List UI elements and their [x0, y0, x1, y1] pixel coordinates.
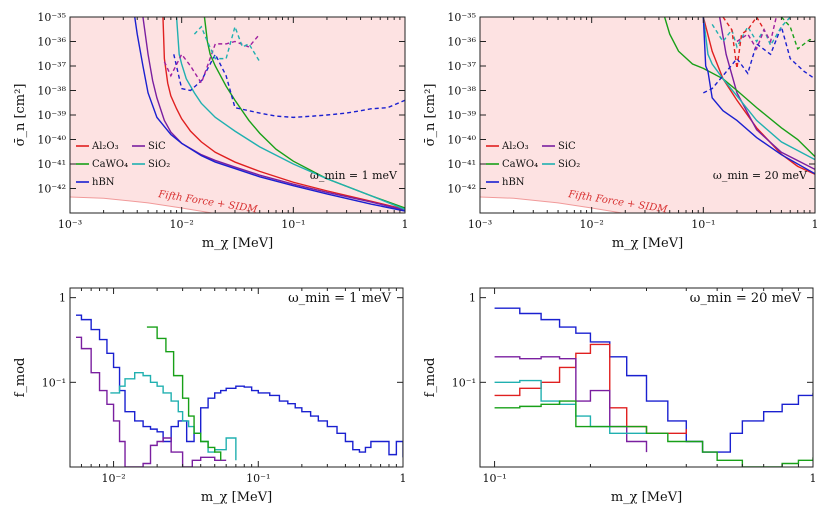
omega-annotation: ω_min = 1 meV	[310, 169, 398, 182]
x-tick-label: 10⁻¹	[281, 218, 305, 231]
series-line-sic	[75, 336, 227, 467]
y-tick-label: 10⁻¹	[42, 376, 66, 389]
y-tick-label: 1	[469, 292, 476, 305]
series-line-sio	[702, 17, 815, 161]
plot-area	[70, 17, 405, 213]
y-tick-label: 1	[59, 292, 66, 305]
x-axis-label: m_χ [MeV]	[612, 236, 683, 251]
y-tick-label: 10⁻⁴⁰	[37, 134, 66, 147]
x-axis-label: m_χ [MeV]	[611, 490, 682, 505]
x-tick-label: 10⁻²	[170, 218, 194, 231]
y-tick-label: 10⁻³⁶	[447, 36, 476, 49]
y-axis-label: f_mod	[13, 358, 28, 398]
legend: Al₂O₃ SiC CaWO₄ SiO₂ hBN	[486, 141, 580, 188]
x-tick-label: 10⁻²	[580, 218, 604, 231]
y-tick-label: 10⁻³⁷	[447, 60, 476, 73]
x-tick-label: 1	[400, 472, 407, 485]
x-tick-label: 10⁻¹	[246, 472, 270, 485]
y-tick-label: 10⁻³⁵	[447, 11, 476, 24]
y-axis-label: σ̄_n [cm²]	[13, 84, 28, 147]
y-axis-label: f_mod	[423, 358, 438, 398]
y-tick-label: 10⁻¹	[452, 376, 476, 389]
y-tick-label: 10⁻⁴⁰	[447, 134, 476, 147]
y-tick-label: 10⁻³⁵	[37, 11, 66, 24]
legend-label: CaWO₄	[92, 159, 128, 170]
excluded-region	[70, 17, 405, 213]
x-axis-label: m_χ [MeV]	[202, 236, 273, 251]
series-line-alodashed-dashed	[722, 17, 765, 69]
excluded-region	[480, 17, 815, 213]
x-tick-label: 1	[402, 218, 409, 231]
y-axis-label: σ̄_n [cm²]	[423, 84, 438, 147]
series-line-cawodashed-dashed	[780, 17, 815, 51]
series-line-sio	[110, 371, 237, 461]
series-line-siodashed-dashed	[711, 17, 791, 49]
excluded-boundary-line	[70, 196, 216, 213]
plot-area	[494, 307, 813, 467]
series-line-siodashed-dashed	[193, 24, 261, 63]
series-line-hbn	[494, 307, 813, 453]
omega-annotation: ω_min = 20 meV	[713, 169, 808, 182]
series-line-cawo	[146, 326, 222, 461]
series-line-hbn	[702, 17, 815, 175]
x-tick-label: 10⁻¹	[482, 472, 506, 485]
y-tick-label: 10⁻³⁷	[37, 60, 66, 73]
legend-label: SiC	[148, 141, 166, 152]
y-tick-label: 10⁻³⁸	[37, 85, 66, 98]
series-line-sic	[718, 17, 815, 171]
excluded-boundary-line	[480, 196, 626, 213]
x-tick-label: 10⁻²	[101, 472, 125, 485]
x-tick-label: 10⁻³	[468, 218, 492, 231]
y-tick-label: 10⁻³⁹	[37, 109, 66, 122]
series-line-sio	[494, 379, 647, 435]
chart-panel-bottom-left: 10⁻² 10⁻¹ 1 1 10⁻¹ m_χ [MeV] f_mod ω_min = 1 me…	[13, 287, 407, 505]
legend: Al₂O₃ SiC CaWO₄ SiO₂ hBN	[76, 141, 170, 188]
legend-label: Al₂O₃	[91, 141, 119, 152]
series-line-hbndashed-dashed	[703, 24, 815, 94]
y-tick-label: 10⁻⁴²	[37, 183, 66, 196]
plot-area	[75, 314, 403, 467]
y-tick-label: 10⁻⁴¹	[37, 158, 66, 171]
plot-area	[480, 17, 815, 213]
axes-frame	[69, 287, 404, 468]
legend-label: CaWO₄	[502, 159, 538, 170]
series-line-hbndashed-dashed	[173, 52, 405, 119]
series-line-sic	[142, 17, 405, 211]
x-tick-label: 10⁻³	[58, 218, 82, 231]
series-line-alo	[702, 17, 815, 175]
x-axis-label: m_χ [MeV]	[201, 490, 272, 505]
legend-label: Al₂O₃	[501, 141, 529, 152]
y-tick-label: 10⁻³⁶	[37, 36, 66, 49]
legend-label: SiC	[558, 141, 576, 152]
legend-label: SiO₂	[558, 159, 580, 170]
omega-annotation: ω_min = 20 meV	[690, 291, 802, 306]
series-line-hbn	[75, 314, 403, 458]
x-tick-label: 1	[812, 218, 819, 231]
omega-annotation: ω_min = 1 meV	[288, 291, 392, 306]
chart-panel-top-right: 10⁻³ 10⁻² 10⁻¹ 1 10⁻³⁵ 10⁻³⁶ 10⁻³⁷ 10⁻³⁸ 10⁻³⁹ 10…	[423, 11, 819, 251]
x-tick-label: 1	[810, 472, 817, 485]
chart-panel-top-left: 10⁻³ 10⁻² 10⁻¹ 1 10⁻³⁵ 10⁻³⁶ 10⁻³⁷ 10⁻³⁸ 10⁻³⁹ 10…	[13, 11, 409, 251]
legend-label: hBN	[502, 177, 525, 188]
y-tick-label: 10⁻⁴¹	[447, 158, 476, 171]
series-line-sicdashed-dashed	[736, 17, 777, 51]
series-line-alo	[162, 17, 405, 211]
y-tick-label: 10⁻⁴²	[447, 183, 476, 196]
y-tick-label: 10⁻³⁹	[447, 109, 476, 122]
series-line-sio	[175, 17, 405, 211]
chart-panel-bottom-right: 10⁻¹ 1 1 10⁻¹ m_χ [MeV] f_mod ω_min = 20 meV	[423, 287, 817, 505]
legend-label: SiO₂	[148, 159, 170, 170]
x-tick-label: 10⁻¹	[691, 218, 715, 231]
series-line-hbn	[134, 17, 405, 212]
legend-label: hBN	[92, 177, 115, 188]
y-tick-label: 10⁻³⁸	[447, 85, 476, 98]
